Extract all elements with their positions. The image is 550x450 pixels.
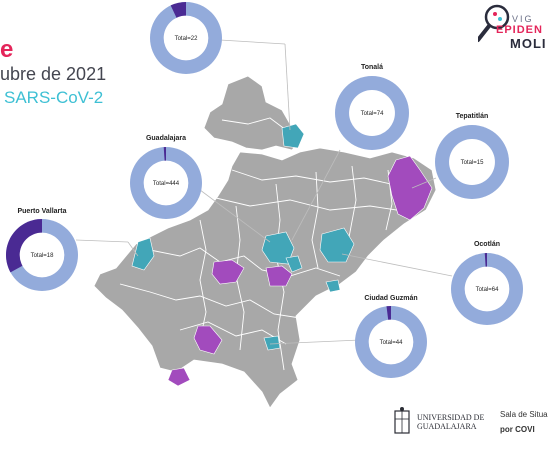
udg-name-line2: GUADALAJARA: [417, 422, 477, 431]
donut-total-label: Total=44: [380, 340, 404, 346]
donut-hole: [368, 319, 414, 365]
udg-seal-icon: [394, 407, 410, 434]
virus-subtitle: SARS-CoV-2: [4, 88, 104, 107]
donut-total-label: Total=64: [476, 287, 500, 293]
donut-chart-3: Total=444 Guadalajara: [130, 135, 202, 219]
donut-total-label: Total=15: [461, 160, 485, 166]
donut-hole: [464, 266, 510, 312]
donut-chart-4: Total=18 Puerto Vallarta: [5, 208, 78, 291]
magnifier-icon: [478, 4, 510, 42]
donut-total-label: Total=444: [153, 181, 180, 187]
donut-chart-1: Total=74 Tonalá: [335, 64, 409, 150]
connector-lines: [75, 39, 453, 345]
donut-total-label: Total=22: [175, 36, 199, 42]
date-subtitle: ubre de 2021: [0, 64, 107, 84]
donut-chart-5: Total=64 Ocotlán: [451, 241, 523, 325]
donut-city-label: Ocotlán: [474, 241, 500, 248]
donut-city-label: Puerto Vallarta: [17, 208, 66, 215]
sala-line1: Sala de Situa: [500, 410, 548, 419]
logo-text-1: VIG: [512, 14, 534, 24]
donut-hole: [163, 15, 209, 61]
donut-hole: [143, 160, 189, 206]
donut-city-label: Guadalajara: [146, 135, 186, 142]
donut-city-label: Tepatitlán: [456, 113, 489, 120]
purple-municipalities: [167, 155, 433, 387]
donut-total-label: Total=74: [361, 111, 385, 117]
donut-city-label: Tonalá: [361, 64, 383, 71]
logo-text-2: EPIDEN: [496, 24, 543, 36]
teal-municipalities: [131, 123, 355, 351]
donut-hole: [349, 90, 395, 136]
vigilancia-logo: VIG EPIDEN MOLI: [478, 0, 550, 60]
udg-name-line1: UNIVERSIDAD DE: [417, 413, 485, 422]
donut-hole: [449, 139, 495, 185]
donut-chart-2: Total=15 Tepatitlán: [435, 113, 509, 199]
logo-text-3: MOLI: [510, 36, 547, 51]
donut-chart-6: Total=44 Ciudad Guzmán: [355, 295, 427, 378]
donut-hole: [19, 232, 65, 278]
donut-chart-0: Total=22: [150, 2, 222, 74]
sala-line2: por COVI: [500, 425, 535, 434]
sala-situacional-logo: Sala de Situa por COVI: [500, 410, 550, 434]
donut-city-label: Ciudad Guzmán: [364, 295, 417, 302]
donut-total-label: Total=18: [31, 253, 55, 259]
page-title-fragment: e: [0, 36, 14, 63]
